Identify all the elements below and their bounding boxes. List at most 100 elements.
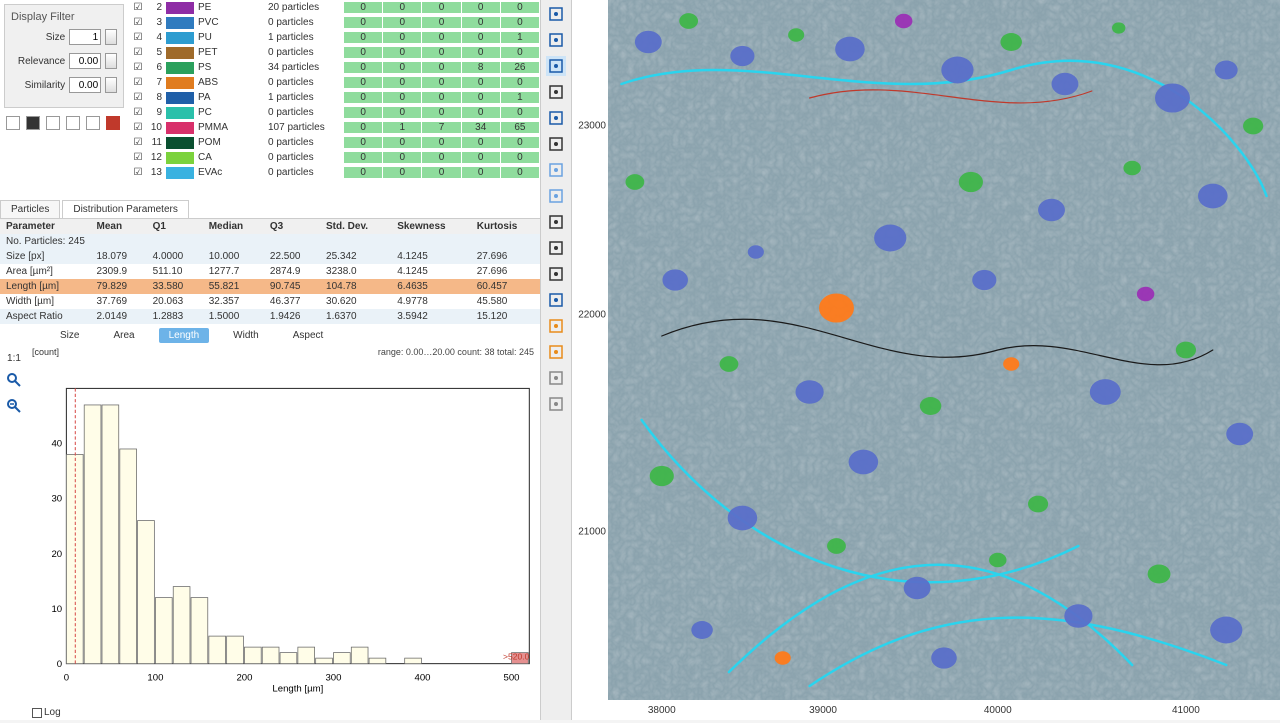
polymer-row[interactable]: ☑10PMMA107 particles0173465 [128, 120, 540, 135]
stats-row[interactable]: Length [µm]79.82933.58055.82190.745104.7… [0, 279, 540, 294]
brush-icon[interactable] [546, 134, 566, 154]
polymer-row[interactable]: ☑5PET0 particles00000 [128, 45, 540, 60]
svg-text:30: 30 [51, 494, 62, 505]
stats-row[interactable]: Width [µm]37.76920.06332.35746.37730.620… [0, 294, 540, 309]
svg-text:300: 300 [325, 673, 341, 684]
polymer-row[interactable]: ☑13EVAc0 particles00000 [128, 165, 540, 180]
tab-particles[interactable]: Particles [0, 200, 60, 218]
stats-header: Median [203, 219, 264, 234]
tool1-icon[interactable] [6, 116, 20, 130]
filter-icon-strip [0, 112, 128, 134]
micro-ytick: 21000 [578, 527, 606, 538]
similarity-spinner[interactable] [105, 77, 117, 93]
palette-icon[interactable] [546, 264, 566, 284]
size-input[interactable] [69, 29, 101, 45]
micro-yaxis: 23000 22000 21000 [572, 0, 608, 700]
stats-row[interactable]: Area [µm²]2309.9511.101277.72874.93238.0… [0, 264, 540, 279]
stats-header: Q3 [264, 219, 320, 234]
image-toolbar [540, 0, 572, 720]
zoom-fit-icon[interactable] [546, 30, 566, 50]
stats-header: Parameter [0, 219, 91, 234]
histogram-rangeinfo: range: 0.00…20.00 count: 38 total: 245 [378, 347, 534, 357]
polymer-row[interactable]: ☑6PS34 particles000826 [128, 60, 540, 75]
size-label: Size [11, 32, 65, 43]
scale-label[interactable]: 1:1 [7, 353, 21, 364]
stats-row[interactable]: Size [px]18.0794.000010.00022.50025.3424… [0, 249, 540, 264]
svg-text:Length [µm]: Length [µm] [272, 683, 323, 694]
particle-count: No. Particles: 245 [0, 234, 540, 249]
polymer-row[interactable]: ☑8PA1 particles00001 [128, 90, 540, 105]
parameter-selector: Size Area Length Width Aspect [0, 324, 540, 347]
paramtab-aspect[interactable]: Aspect [283, 328, 334, 343]
undo-icon[interactable] [546, 368, 566, 388]
similarity-input[interactable] [69, 77, 101, 93]
analysis-tabs: Particles Distribution Parameters [0, 200, 540, 219]
filter-title: Display Filter [11, 11, 117, 23]
display-filter-panel: Display Filter Size Relevance Similarity [4, 4, 124, 108]
polymer-row[interactable]: ☑11POM0 particles00000 [128, 135, 540, 150]
wand-icon[interactable] [546, 186, 566, 206]
paramtab-area[interactable]: Area [103, 328, 144, 343]
svg-text:40: 40 [51, 439, 62, 450]
stats-header: Mean [91, 219, 147, 234]
crosshair2-icon[interactable] [546, 342, 566, 362]
line-icon[interactable] [546, 290, 566, 310]
expand-icon[interactable] [546, 82, 566, 102]
svg-text:0: 0 [64, 673, 69, 684]
tool-delete-icon[interactable] [106, 116, 120, 130]
target-icon[interactable] [546, 108, 566, 128]
stats-header: Kurtosis [471, 219, 540, 234]
select-icon[interactable] [546, 56, 566, 76]
svg-text:10: 10 [51, 604, 62, 615]
microscopy-view[interactable] [608, 0, 1280, 700]
stats-header: Q1 [147, 219, 203, 234]
micro-xtick: 41000 [1172, 705, 1200, 716]
svg-text:0: 0 [57, 659, 62, 670]
tool4-icon[interactable] [66, 116, 80, 130]
relevance-spinner[interactable] [105, 53, 117, 69]
tool3-icon[interactable] [46, 116, 60, 130]
micro-xtick: 39000 [809, 705, 837, 716]
zoom-in-icon[interactable] [546, 4, 566, 24]
polymer-table: ☑2PE20 particles00000☑3PVC0 particles000… [128, 0, 540, 200]
zoom-in-icon[interactable] [4, 370, 24, 390]
tab-distribution[interactable]: Distribution Parameters [62, 200, 188, 218]
polymer-row[interactable]: ☑12CA0 particles00000 [128, 150, 540, 165]
overlay-icon[interactable] [546, 238, 566, 258]
cut-icon[interactable] [546, 212, 566, 232]
polymer-row[interactable]: ☑3PVC0 particles00000 [128, 15, 540, 30]
log-toggle[interactable]: Log [32, 707, 61, 718]
stats-header: Std. Dev. [320, 219, 391, 234]
size-spinner[interactable] [105, 29, 117, 45]
svg-text:>520.0: >520.0 [503, 651, 530, 661]
paramtab-width[interactable]: Width [223, 328, 269, 343]
paramtab-size[interactable]: Size [50, 328, 89, 343]
stats-row[interactable]: Aspect Ratio2.01491.28831.50001.94261.63… [0, 309, 540, 324]
polymer-row[interactable]: ☑9PC0 particles00000 [128, 105, 540, 120]
log-checkbox-icon[interactable] [32, 708, 42, 718]
tool2-icon[interactable] [26, 116, 40, 130]
micro-xtick: 38000 [648, 705, 676, 716]
svg-text:400: 400 [414, 673, 430, 684]
redo-icon[interactable] [546, 394, 566, 414]
tool5-icon[interactable] [86, 116, 100, 130]
paramtab-length[interactable]: Length [159, 328, 210, 343]
polymer-row[interactable]: ☑7ABS0 particles00000 [128, 75, 540, 90]
svg-text:200: 200 [236, 673, 252, 684]
svg-text:500: 500 [504, 673, 520, 684]
similarity-label: Similarity [11, 80, 65, 91]
svg-text:20: 20 [51, 549, 62, 560]
histogram-chart[interactable]: [count] range: 0.00…20.00 count: 38 tota… [28, 347, 540, 720]
stats-header: Skewness [391, 219, 471, 234]
svg-text:100: 100 [147, 673, 163, 684]
polymer-row[interactable]: ☑4PU1 particles00001 [128, 30, 540, 45]
relevance-input[interactable] [69, 53, 101, 69]
micro-ytick: 23000 [578, 121, 606, 132]
eraser-icon[interactable] [546, 160, 566, 180]
zoom-out-icon[interactable] [4, 396, 24, 416]
micro-xaxis: 38000390004000041000 [608, 700, 1280, 720]
histogram-ylabel: [count] [32, 347, 59, 357]
crosshair-icon[interactable] [546, 316, 566, 336]
polymer-row[interactable]: ☑2PE20 particles00000 [128, 0, 540, 15]
micro-ytick: 22000 [578, 310, 606, 321]
